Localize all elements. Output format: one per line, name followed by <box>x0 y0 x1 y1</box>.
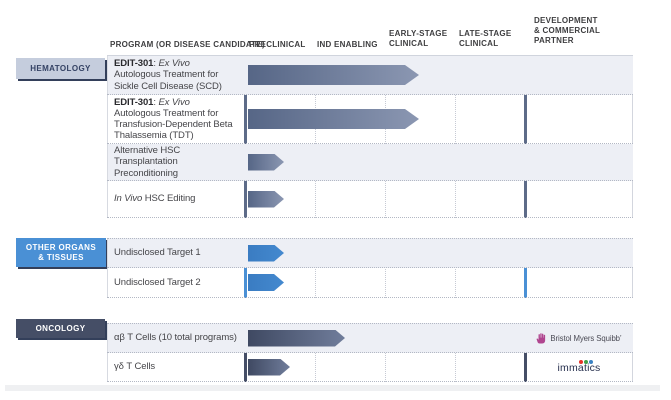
column-header-preclinical: PRECLINICAL <box>249 40 306 49</box>
partner-divider-line <box>524 238 527 298</box>
category-label-other-organs: OTHER ORGANS & TISSUES <box>16 238 106 267</box>
partner-name: immatics <box>557 362 601 375</box>
progress-arrow <box>248 191 284 208</box>
progress-arrow <box>248 245 284 262</box>
section-other-organs-tissues: OTHER ORGANS & TISSUES Undisclosed Targe… <box>0 238 671 298</box>
progress-track <box>245 56 633 94</box>
grid-line <box>385 238 386 298</box>
progress-track <box>245 324 633 352</box>
pipeline-row-ab-t-cells: αβ T Cells (10 total programs) Bristol M… <box>107 323 633 353</box>
grid-line <box>455 238 456 298</box>
progress-track <box>245 239 633 267</box>
column-header-late-stage-clinical: LATE-STAGE CLINICAL <box>459 29 512 48</box>
bms-hand-icon <box>536 332 547 344</box>
progress-arrow <box>248 330 345 347</box>
category-label-hematology: HEMATOLOGY <box>16 58 105 79</box>
stage-axis-line <box>244 55 247 218</box>
program-name: αβ T Cells (10 total programs) <box>107 324 245 352</box>
program-name: In Vivo HSC Editing <box>107 181 245 217</box>
pipeline-row-undisclosed-2: Undisclosed Target 2 <box>107 268 633 298</box>
grid-line <box>315 55 316 218</box>
pipeline-row-alt-hsc: Alternative HSC Transplantation Precondi… <box>107 144 633 181</box>
progress-track <box>245 268 633 297</box>
program-name: Undisclosed Target 2 <box>107 268 245 297</box>
grid-line <box>315 238 316 298</box>
program-name: Undisclosed Target 1 <box>107 239 245 267</box>
column-header-ind-enabling: IND ENABLING <box>317 40 378 49</box>
column-header-program: PROGRAM (OR DISEASE CANDIDATE) <box>110 40 265 49</box>
progress-track <box>245 95 633 143</box>
partner-bristol-myers-squibb: Bristol Myers Squibb’ <box>525 324 633 352</box>
program-name: γδ T Cells <box>107 353 245 381</box>
category-label-oncology: ONCOLOGY <box>16 319 105 338</box>
progress-arrow <box>248 274 284 291</box>
grid-line <box>385 55 386 218</box>
section-oncology: ONCOLOGY αβ T Cells (10 total programs) … <box>0 319 671 382</box>
program-name: EDIT-301: Ex Vivo Autologous Treatment f… <box>107 95 245 143</box>
progress-track <box>245 181 633 217</box>
progress-arrow <box>248 65 419 85</box>
immatics-dots-icon <box>579 360 593 365</box>
partner-divider-line <box>524 55 527 218</box>
partner-immatics: immatics <box>525 353 633 381</box>
pipeline-row-edit301-scd: EDIT-301: Ex Vivo Autologous Treatment f… <box>107 55 633 95</box>
pipeline-row-edit301-tdt: EDIT-301: Ex Vivo Autologous Treatment f… <box>107 95 633 144</box>
grid-edge <box>632 55 633 218</box>
stage-axis-line <box>244 238 247 298</box>
progress-track <box>245 353 633 381</box>
bottom-strip <box>5 385 660 391</box>
column-header-early-stage-clinical: EARLY-STAGE CLINICAL <box>389 29 448 48</box>
program-name: EDIT-301: Ex Vivo Autologous Treatment f… <box>107 56 245 94</box>
progress-arrow <box>248 109 419 129</box>
pipeline-row-undisclosed-1: Undisclosed Target 1 <box>107 238 633 268</box>
grid-edge <box>632 238 633 298</box>
progress-track <box>245 144 633 180</box>
grid-line <box>455 55 456 218</box>
section-hematology: HEMATOLOGY EDIT-301: Ex Vivo Autologous … <box>0 55 671 218</box>
pipeline-row-gd-t-cells: γδ T Cells immatics <box>107 353 633 382</box>
progress-arrow <box>248 359 290 376</box>
program-name: Alternative HSC Transplantation Precondi… <box>107 144 245 180</box>
progress-arrow <box>248 154 284 171</box>
partner-name: Bristol Myers Squibb’ <box>550 333 622 343</box>
column-header-development-commercial-partner: DEVELOPMENT & COMMERCIAL PARTNER <box>534 16 601 45</box>
pipeline-row-invivo-hsc: In Vivo HSC Editing <box>107 181 633 218</box>
